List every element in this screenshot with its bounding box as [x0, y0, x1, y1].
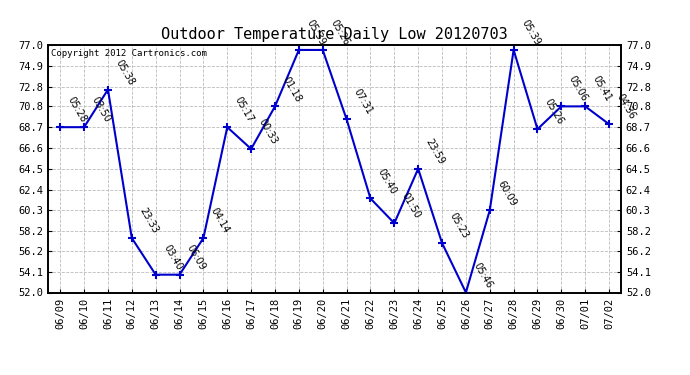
Text: Copyright 2012 Cartronics.com: Copyright 2012 Cartronics.com [51, 49, 207, 58]
Text: 05:23: 05:23 [448, 211, 471, 240]
Text: 04:14: 04:14 [209, 206, 232, 235]
Text: 23:33: 23:33 [137, 206, 160, 235]
Text: 23:59: 23:59 [424, 137, 446, 166]
Text: 07:31: 07:31 [352, 87, 375, 117]
Text: 00:33: 00:33 [257, 117, 279, 146]
Text: 01:18: 01:18 [281, 75, 303, 104]
Text: 05:17: 05:17 [233, 95, 255, 124]
Text: 60:09: 60:09 [495, 178, 518, 207]
Text: 06:09: 06:09 [185, 243, 208, 272]
Text: 04:36: 04:36 [615, 92, 637, 122]
Text: 05:39: 05:39 [304, 18, 327, 47]
Text: 05:26: 05:26 [543, 97, 566, 126]
Text: 05:38: 05:38 [114, 58, 136, 87]
Text: 05:41: 05:41 [591, 75, 613, 104]
Text: 05:40: 05:40 [376, 166, 399, 196]
Text: 05:39: 05:39 [519, 18, 542, 47]
Text: 05:26: 05:26 [328, 18, 351, 47]
Title: Outdoor Temperature Daily Low 20120703: Outdoor Temperature Daily Low 20120703 [161, 27, 508, 42]
Text: 05:28: 05:28 [66, 95, 88, 124]
Text: 05:46: 05:46 [471, 261, 494, 290]
Text: 05:06: 05:06 [567, 75, 589, 104]
Text: 03:40: 03:40 [161, 243, 184, 272]
Text: 01:50: 01:50 [400, 191, 422, 220]
Text: 03:50: 03:50 [90, 95, 112, 124]
